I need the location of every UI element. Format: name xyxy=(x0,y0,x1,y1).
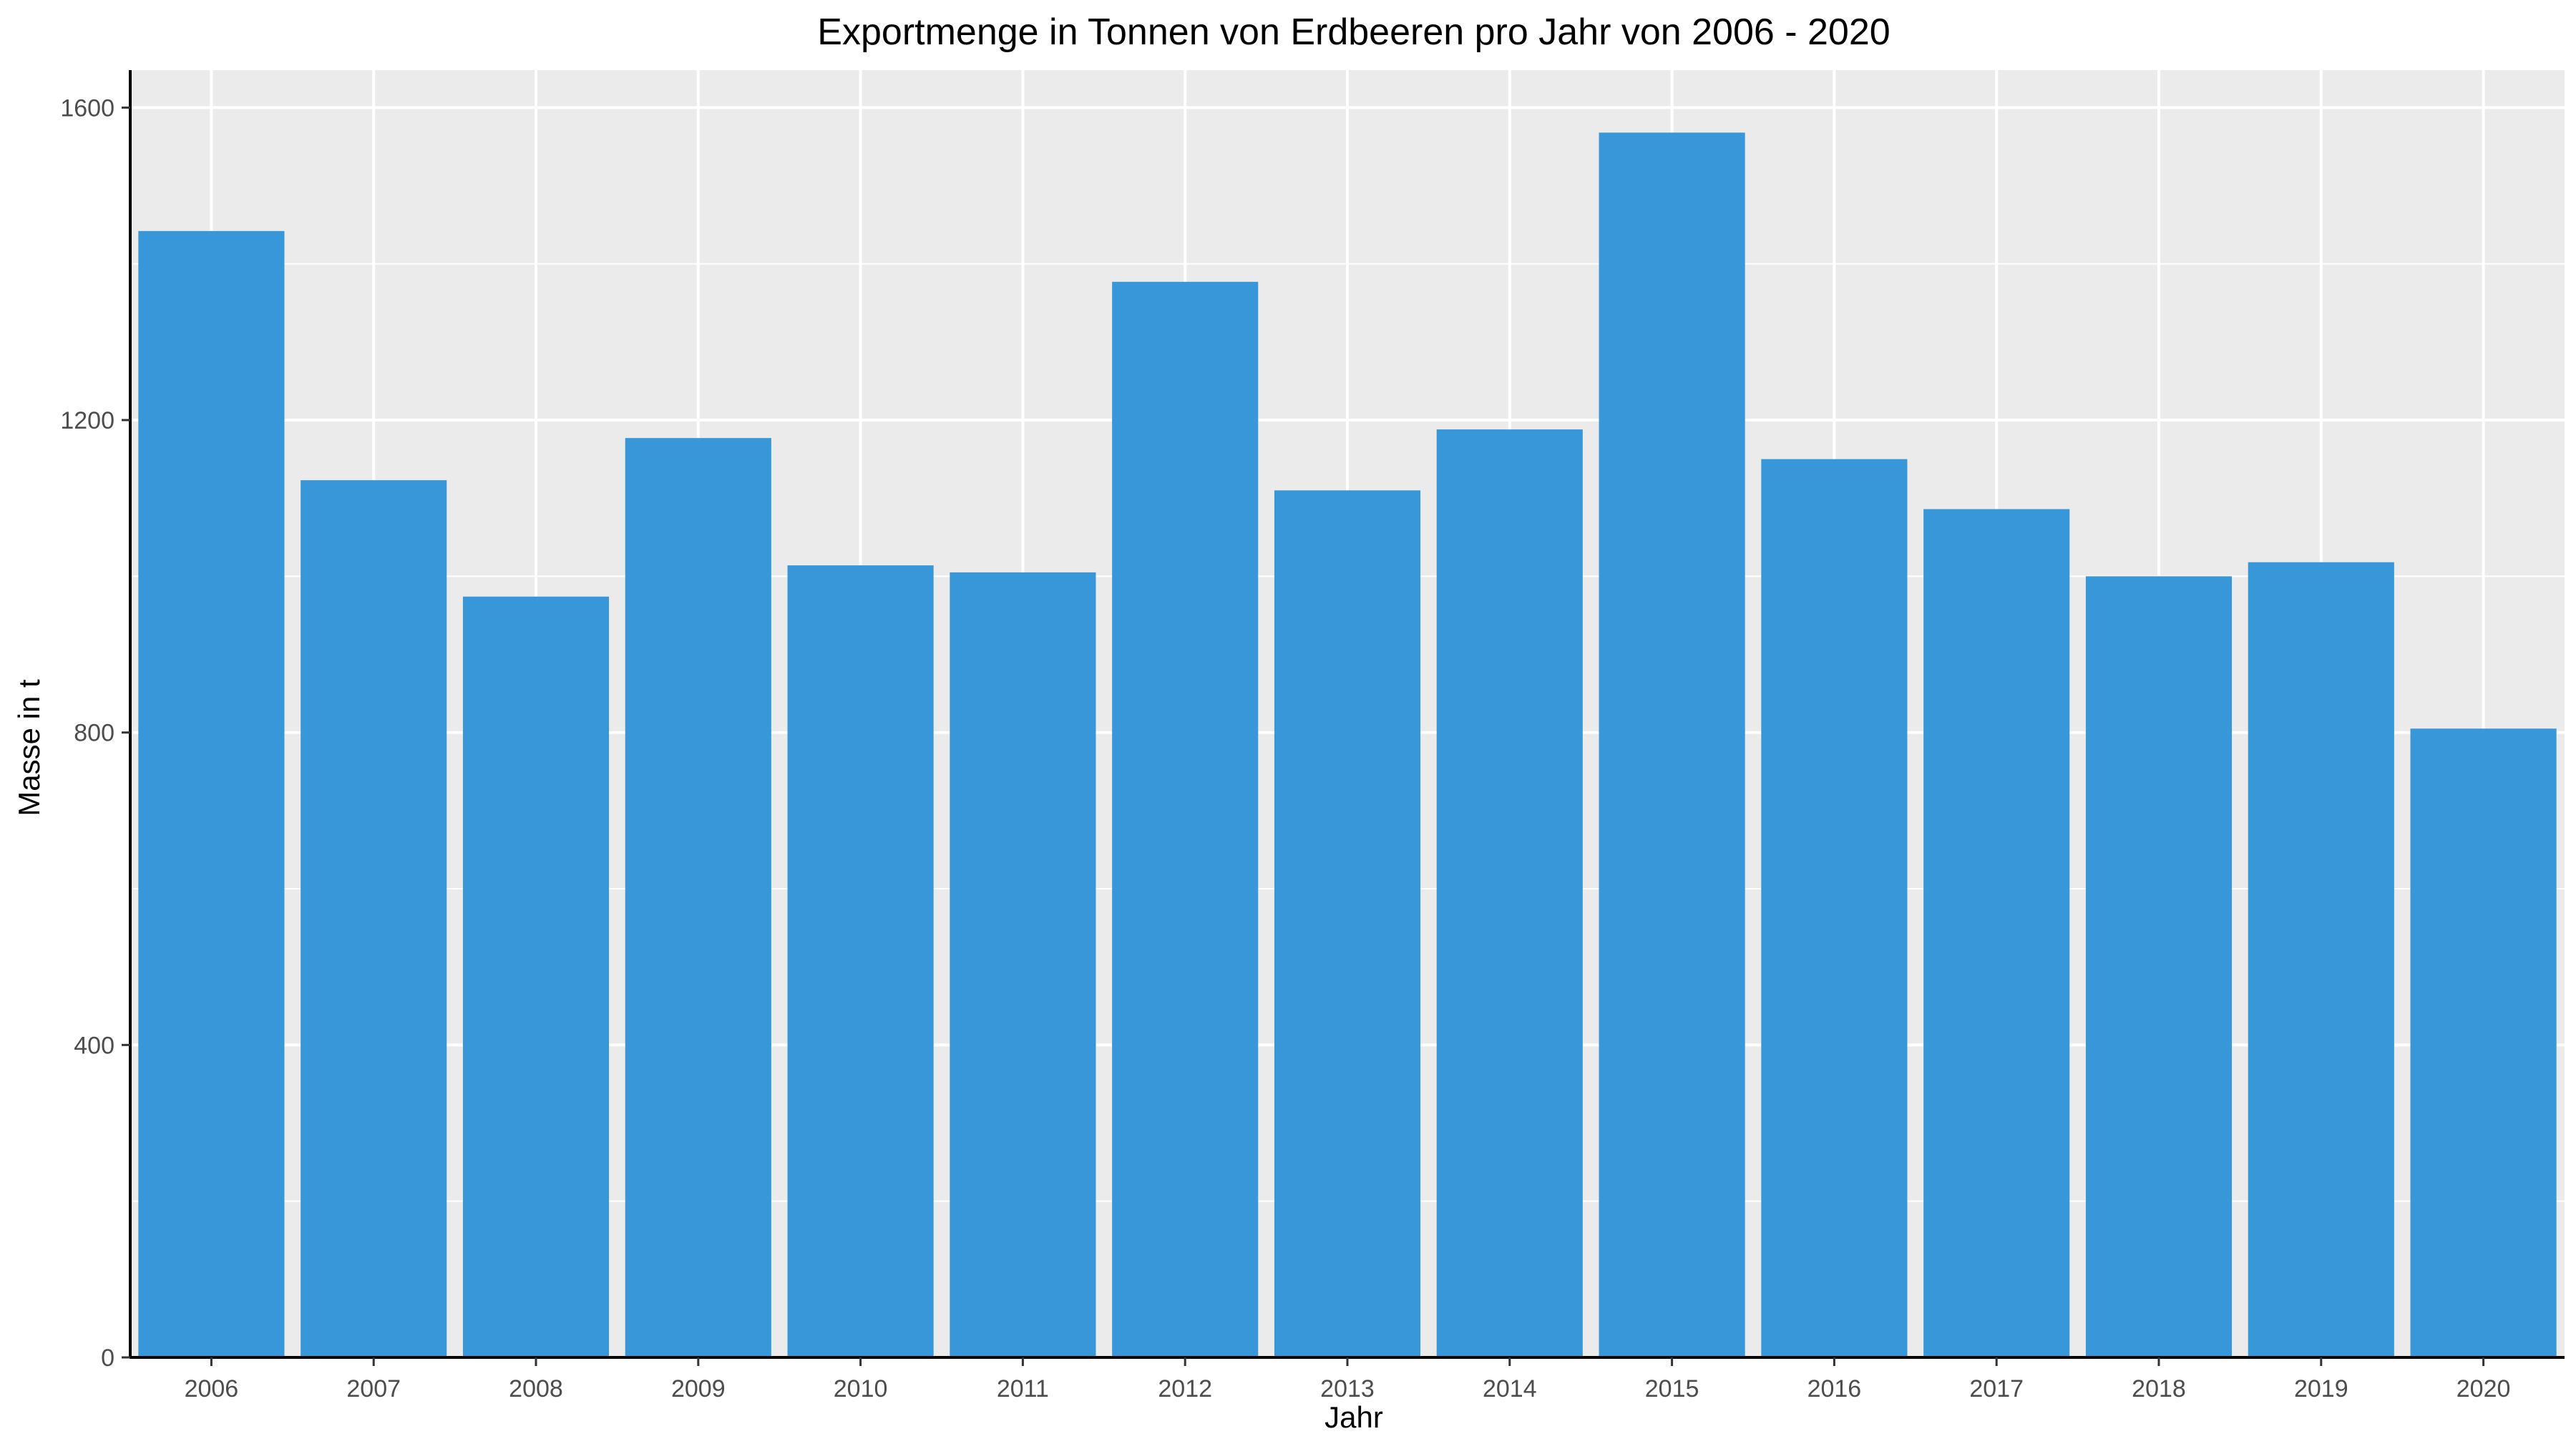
y-axis-title: Masse in t xyxy=(12,679,46,816)
bar-2017 xyxy=(1923,509,2070,1358)
bar-2012 xyxy=(1112,281,1259,1358)
x-tick-label: 2019 xyxy=(2294,1375,2348,1402)
y-tick-label: 1200 xyxy=(60,407,114,434)
x-tick-label: 2014 xyxy=(1483,1375,1537,1402)
bar-2006 xyxy=(138,230,285,1357)
x-tick-label: 2007 xyxy=(346,1375,401,1402)
chart-title: Exportmenge in Tonnen von Erdbeeren pro … xyxy=(817,11,1890,53)
x-tick-label: 2012 xyxy=(1158,1375,1212,1402)
bar-2015 xyxy=(1599,132,1745,1358)
bar-2007 xyxy=(301,480,447,1357)
x-tick-label: 2011 xyxy=(997,1375,1049,1402)
x-tick-label: 2006 xyxy=(185,1375,239,1402)
bar-2020 xyxy=(2410,728,2557,1357)
x-tick-label: 2010 xyxy=(834,1375,888,1402)
y-tick-label: 800 xyxy=(74,720,114,747)
bar-2016 xyxy=(1761,459,1908,1357)
y-tick-label: 1600 xyxy=(60,94,114,122)
x-tick-label: 2017 xyxy=(1969,1375,2024,1402)
x-tick-label: 2008 xyxy=(509,1375,563,1402)
bars xyxy=(138,132,2557,1358)
x-tick-label: 2016 xyxy=(1807,1375,1862,1402)
bar-2011 xyxy=(950,572,1096,1357)
x-axis-ticks: 2006 2007 2008 2009 2010 2011 2012 2013 2014 2015… xyxy=(185,1357,2511,1402)
bar-2014 xyxy=(1436,429,1583,1357)
x-tick-label: 2013 xyxy=(1320,1375,1375,1402)
bar-2018 xyxy=(2085,576,2233,1357)
x-tick-label: 2015 xyxy=(1645,1375,1699,1402)
bar-2008 xyxy=(462,596,610,1357)
bar-2010 xyxy=(787,565,934,1357)
bar-2013 xyxy=(1274,490,1421,1357)
y-axis-ticks: 0 400 800 1200 1600 xyxy=(60,94,130,1372)
bar-2019 xyxy=(2248,562,2394,1357)
y-tick-label: 0 xyxy=(101,1345,114,1372)
x-tick-label: 2020 xyxy=(2457,1375,2511,1402)
x-tick-label: 2018 xyxy=(2132,1375,2186,1402)
x-tick-label: 2009 xyxy=(671,1375,726,1402)
bar-2009 xyxy=(625,438,771,1357)
y-tick-label: 400 xyxy=(74,1032,114,1059)
x-axis-title: Jahr xyxy=(1324,1400,1383,1434)
